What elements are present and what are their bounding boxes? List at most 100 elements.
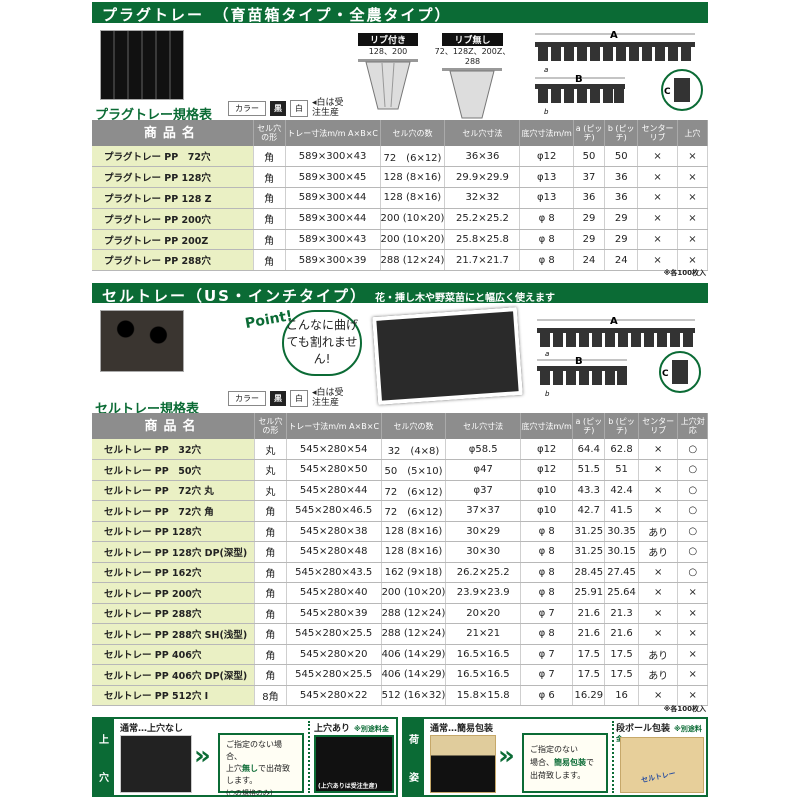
table-cell: φ 8 (519, 208, 574, 230)
table-cell: φ10 (520, 480, 574, 501)
pitch-b-label: b (545, 390, 550, 398)
table-cell: 29 (604, 208, 639, 230)
table-cell: 128 (8×16) (381, 541, 447, 563)
dim-b-label: B (575, 74, 583, 85)
product-name: セルトレー PP 32穴 (92, 439, 255, 460)
table-cell: × (638, 480, 679, 501)
table-row: セルトレー PP 288穴角 545×280×39 288 (12×24) 20×20… (92, 603, 708, 624)
pitch-b-label: b (544, 108, 549, 116)
product-name: プラグトレー PP 72穴 (92, 146, 254, 168)
table-row: セルトレー PP 288穴 SH(浅型) 角 545×280×25.5 288 (12… (92, 623, 708, 645)
table-cell: φ 8 (520, 562, 574, 583)
table-row: セルトレー PP 512穴 Ⅰ 8角 545×280×22 512 (16×32) 15… (92, 685, 708, 706)
product-name: セルトレー PP 200穴 (92, 582, 255, 604)
table-cell: 200 (10×20) (380, 229, 446, 251)
table-cell: 24 (573, 249, 606, 272)
table-cell: 30×29 (445, 521, 521, 542)
table-cell: 128 (8×16) (380, 187, 446, 209)
table-cell: 23.9×23.9 (445, 582, 521, 604)
footnote: ※各100枚入 (663, 705, 706, 713)
table-row: プラグトレー PP 200Z 角 589×300×43 200 (10×20) 25.8… (92, 229, 709, 251)
table-row: セルトレー PP 72穴 丸丸 545×280×44 72 (6×12) φ37 φ10… (92, 480, 708, 501)
table-cell: 545×280×54 (286, 439, 382, 460)
product-name: セルトレー PP 406穴 (92, 644, 255, 665)
column-header: b (ピッチ) (604, 413, 639, 439)
footnote: ※各100枚入 (663, 269, 706, 277)
table-cell: φ 8 (520, 582, 574, 604)
table-cell: 545×280×44 (286, 480, 382, 501)
label-text: 上穴あり (314, 724, 351, 734)
table-cell: φ58.5 (445, 439, 521, 460)
table-cell: φ 8 (519, 249, 574, 272)
table-cell: ○ (677, 500, 708, 522)
table-row: セルトレー PP 50穴丸 545×280×50 50 (5×10) φ47 φ12 51… (92, 459, 708, 481)
table-cell: 丸 (254, 439, 287, 460)
product-name: セルトレー PP 288穴 (92, 603, 255, 624)
product-name: プラグトレー PP 200穴 (92, 208, 254, 230)
box-label: セルトレー (640, 769, 677, 785)
product-name: セルトレー PP 162穴 (92, 562, 255, 583)
table-cell: 288 (12×24) (381, 623, 447, 645)
cell-tray-photo (100, 310, 184, 372)
table-cell: 200 (10×20) (381, 582, 447, 604)
top-hole-panel: 上穴 通常…上穴なし » ご指定のない場合、 上穴無しで出荷致します。 (○の規格の… (92, 717, 398, 797)
msg-text: で (586, 758, 594, 767)
column-header: トレー寸法m/m A×B×C (285, 120, 381, 146)
table-cell: 21.6 (572, 623, 606, 645)
table-cell: 17.5 (604, 644, 639, 665)
product-name: セルトレー PP 288穴 SH(浅型) (92, 623, 255, 645)
table-cell: あり (638, 541, 679, 563)
table-cell: 589×300×43 (285, 146, 381, 168)
table-row: セルトレー PP 72穴 角角 545×280×46.5 72 (6×12) 37×3… (92, 500, 708, 522)
plug-tray-spec-table: 商品名 セル穴の形 トレー寸法m/m A×B×C セル穴の数 セル穴寸法 底穴寸法m/m a… (92, 120, 709, 272)
table-cell: 545×280×43.5 (286, 562, 382, 583)
table-cell: × (637, 166, 678, 189)
table-cell: 72 (6×12) (381, 480, 447, 501)
column-header: セル穴の数 (380, 120, 446, 146)
table-cell: 角 (254, 562, 287, 583)
table-cell: 50 (5×10) (381, 459, 447, 481)
plug-tray-photo (100, 30, 184, 100)
table-cell: 36 (604, 166, 639, 189)
table-cell: 角 (254, 500, 287, 522)
table-cell: 41.5 (604, 500, 639, 522)
rib-without-label: リブ無し (442, 33, 503, 46)
table-cell: 37 (573, 166, 606, 189)
table-cell: あり (638, 644, 679, 665)
table-cell: 545×280×25.5 (286, 664, 382, 686)
table-cell: 589×300×43 (285, 229, 381, 251)
msg-text: 出荷致します。 (530, 771, 586, 780)
table-cell: 288 (12×24) (381, 603, 447, 624)
rib-without-diagram: リブ無し 72、128Z、200Z、288 (430, 33, 515, 126)
column-header: a (ピッチ) (573, 120, 606, 146)
table-cell: 25.64 (604, 582, 639, 604)
cell-tray-spec-table: 商品名 セル穴の形 トレー寸法m/m A×B×C セル穴の数 セル穴寸法 底穴寸法m/m a… (92, 413, 708, 706)
table-cell: 62.8 (604, 439, 639, 460)
table-cell: 角 (254, 521, 287, 542)
cell-without-rib-icon (442, 68, 502, 119)
table-cell: 29 (604, 229, 639, 251)
table-cell: 16.29 (572, 685, 606, 706)
color-black: 黒 (270, 100, 286, 116)
table-cell: 30.35 (604, 521, 639, 542)
table-cell: × (677, 582, 708, 604)
rib-without-models: 72、128Z、200Z、288 (434, 47, 511, 66)
section-title: プラグトレー （育苗箱タイプ・全農タイプ） (102, 6, 452, 24)
table-cell: 30×30 (445, 541, 521, 563)
table-row: セルトレー PP 162穴角 545×280×43.5 162 (9×18) 26.2… (92, 562, 708, 583)
strip-char: 姿 (409, 772, 419, 784)
table-cell: × (677, 249, 709, 272)
dim-b-label: B (575, 356, 583, 367)
msg-text: で出荷致します。 (226, 764, 290, 785)
color-white: 白 (290, 389, 308, 407)
table-cell: 角 (254, 664, 287, 686)
table-row: セルトレー PP 406穴 DP(深型) 角 545×280×25.5 406 (14… (92, 664, 708, 686)
table-cell: × (677, 644, 708, 665)
with-hole-photo: (上穴ありは受注生産) (314, 735, 394, 793)
table-cell: 角 (253, 229, 286, 251)
msg-text: ご指定のない場合、 (226, 740, 282, 761)
table-cell: 512 (16×32) (381, 685, 447, 706)
table-cell: × (637, 146, 678, 168)
color-black: 黒 (270, 390, 286, 406)
table-cell: × (638, 582, 679, 604)
